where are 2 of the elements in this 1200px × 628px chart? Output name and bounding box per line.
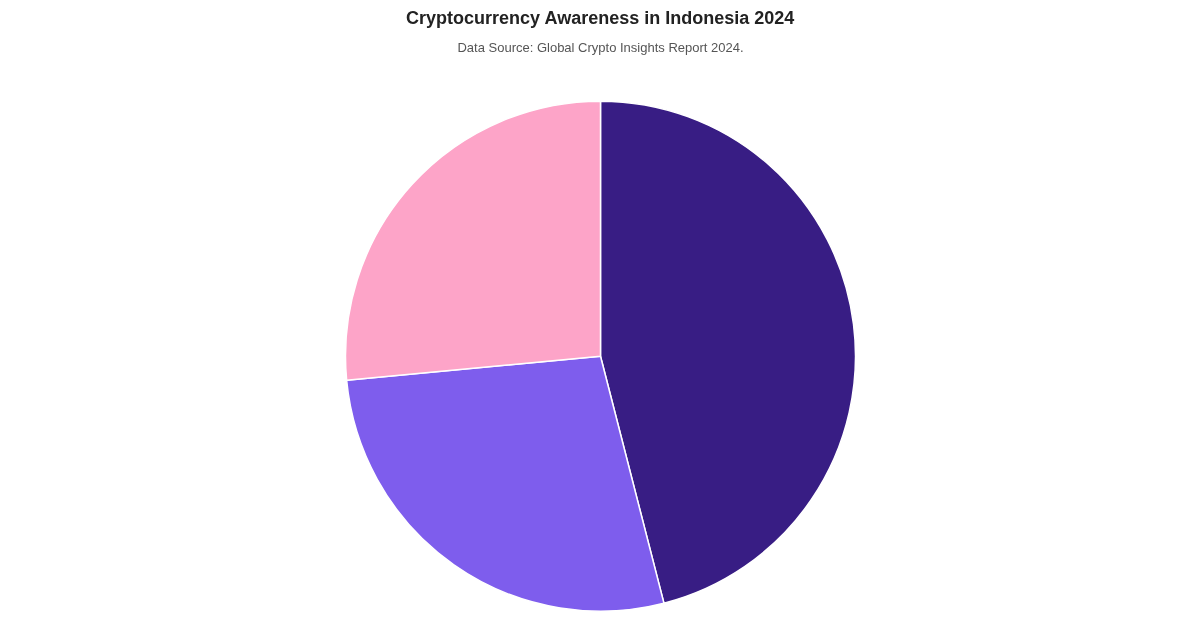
- chart-title: Cryptocurrency Awareness in Indonesia 2024: [406, 7, 795, 28]
- chart-subtitle: Data Source: Global Crypto Insights Report 2024.: [457, 39, 744, 55]
